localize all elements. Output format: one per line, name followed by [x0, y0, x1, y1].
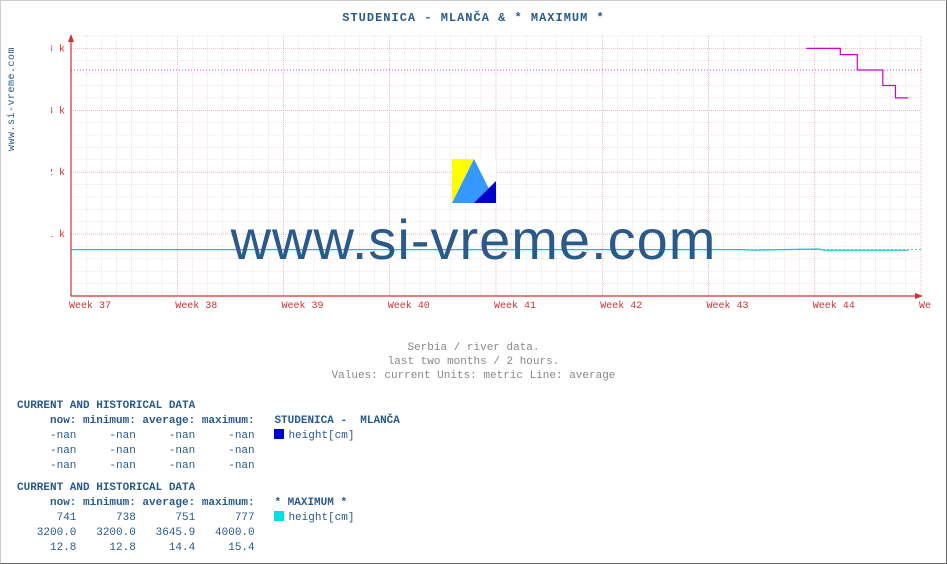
data-block-1: CURRENT AND HISTORICAL DATA now: minimum…: [17, 399, 400, 474]
svg-text:Week 37: Week 37: [69, 300, 111, 312]
block2-row-1: 3200.0 3200.0 3645.9 4000.0: [17, 526, 354, 541]
svg-text:3 k: 3 k: [51, 105, 65, 117]
svg-text:2 k: 2 k: [51, 167, 65, 179]
svg-text:Week 39: Week 39: [282, 300, 324, 312]
chart-svg: 1 k 2 k 3 k 4 k Week 37 Week 38 Week 39 Week 40…: [51, 31, 931, 316]
block2-col-headers: now: minimum: average: maximum: * MAXIMU…: [17, 496, 354, 511]
svg-text:Week 40: Week 40: [388, 300, 430, 312]
svg-text:Week 44: Week 44: [813, 300, 855, 312]
svg-text:4 k: 4 k: [51, 43, 65, 55]
block2-header: CURRENT AND HISTORICAL DATA: [17, 481, 354, 496]
chart-caption: Serbia / river data. last two months / 2…: [1, 341, 946, 383]
block1-row-2: -nan -nan -nan -nan: [17, 459, 400, 474]
block1-header: CURRENT AND HISTORICAL DATA: [17, 399, 400, 414]
svg-text:Week 45: Week 45: [919, 300, 931, 312]
chart-title: STUDENICA - MLANČA & * MAXIMUM *: [1, 1, 946, 25]
outer-frame: www.si-vreme.com STUDENICA - MLANČA & * …: [0, 0, 947, 564]
svg-text:Week 38: Week 38: [175, 300, 217, 312]
svg-text:Week 43: Week 43: [707, 300, 749, 312]
y-axis-site-label: www.si-vreme.com: [7, 47, 18, 151]
data-block-2: CURRENT AND HISTORICAL DATA now: minimum…: [17, 481, 354, 556]
caption-line-1: Serbia / river data.: [1, 341, 946, 355]
block1-col-headers: now: minimum: average: maximum: STUDENIC…: [17, 414, 400, 429]
svg-text:Week 42: Week 42: [600, 300, 642, 312]
svg-text:1 k: 1 k: [51, 229, 65, 241]
block1-row-1: -nan -nan -nan -nan: [17, 444, 400, 459]
block2-row-2: 12.8 12.8 14.4 15.4: [17, 541, 354, 556]
block1-row-0: -nan -nan -nan -nan height[cm]: [17, 429, 400, 444]
swatch-blue-icon: [274, 429, 284, 439]
svg-text:Week 41: Week 41: [494, 300, 536, 312]
caption-line-2: last two months / 2 hours.: [1, 355, 946, 369]
swatch-cyan-icon: [274, 511, 284, 521]
caption-line-3: Values: current Units: metric Line: aver…: [1, 369, 946, 383]
block2-row-0: 741 738 751 777 height[cm]: [17, 511, 354, 526]
